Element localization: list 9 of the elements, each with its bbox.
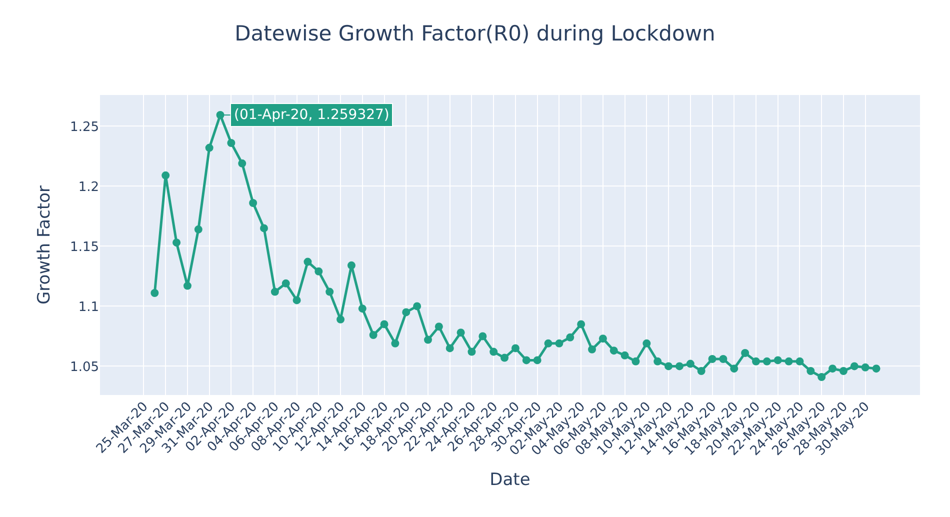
y-tick-label: 1.1 xyxy=(78,300,99,315)
y-tick-label: 1.15 xyxy=(70,240,99,255)
annotation: (01-Apr-20, 1.259327) xyxy=(234,107,390,123)
y-axis-title: Growth Factor xyxy=(34,186,55,304)
chart-title: Datewise Growth Factor(R0) during Lockdown xyxy=(234,22,716,46)
x-axis-title: Date xyxy=(490,470,530,490)
y-tick-label: 1.25 xyxy=(70,120,99,135)
y-tick-label: 1.2 xyxy=(78,180,99,195)
y-tick-label: 1.05 xyxy=(70,360,99,375)
